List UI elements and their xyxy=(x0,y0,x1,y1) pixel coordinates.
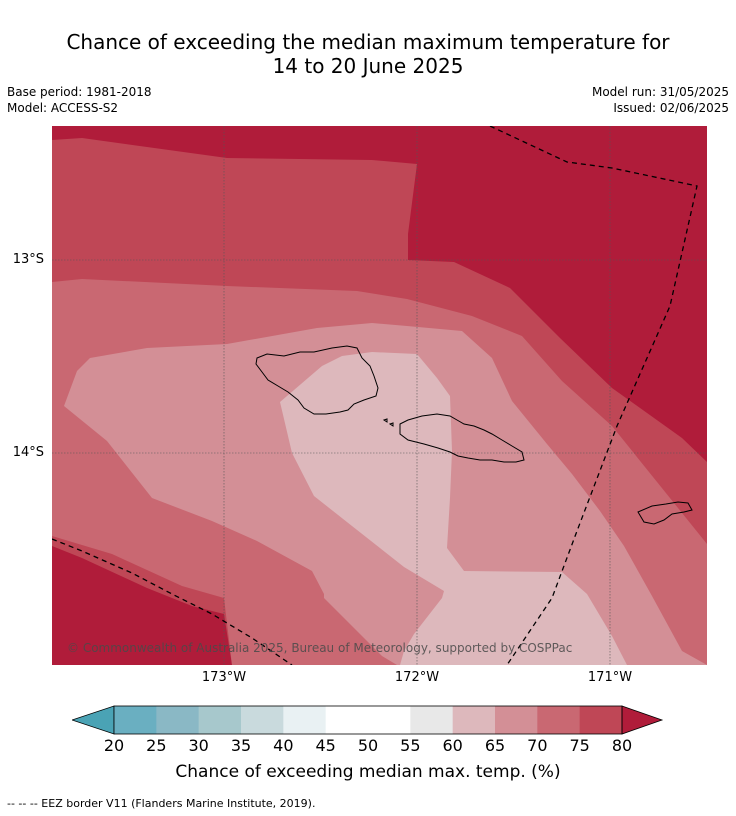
lon-label-172w: 172°W xyxy=(394,670,440,685)
colorbar-segment xyxy=(325,706,369,734)
island-manono xyxy=(382,418,388,423)
colorbar-title: Chance of exceeding median max. temp. (%… xyxy=(175,762,561,782)
colorbar-segment xyxy=(368,706,411,734)
island-savaii xyxy=(255,345,379,415)
colorbar-extend-high xyxy=(621,705,664,735)
meta-right: Model run: 31/05/2025 Issued: 02/06/2025 xyxy=(592,84,729,116)
colorbar-tick-label: 20 xyxy=(103,736,125,755)
island-tutuila xyxy=(637,501,693,525)
map-panel xyxy=(52,126,707,665)
lat-label-13s: 13°S xyxy=(12,252,44,267)
colorbar-segment xyxy=(114,706,157,734)
lon-label-171w: 171°W xyxy=(587,670,633,685)
island-apolima xyxy=(388,422,394,427)
colorbar-segment xyxy=(579,706,623,734)
colorbar-extend-low xyxy=(72,705,115,735)
copyright-notice: © Commonwealth of Australia 2025, Bureau… xyxy=(67,641,573,655)
map-title: Chance of exceeding the median maximum t… xyxy=(0,30,736,78)
colorbar-segment xyxy=(198,706,242,734)
colorbar-tick-label: 70 xyxy=(527,736,548,755)
colorbar-tick-label: 75 xyxy=(569,736,590,755)
colorbar-segment xyxy=(156,706,200,734)
colorbar-segment xyxy=(241,706,284,734)
graticule xyxy=(52,126,707,665)
colorbar-frame xyxy=(113,705,623,735)
eez-border xyxy=(52,126,698,665)
colorbar-tick-label: 50 xyxy=(357,736,379,755)
colorbar-segment xyxy=(410,706,454,734)
island-upolu xyxy=(399,413,525,463)
colorbar-tick-label: 40 xyxy=(273,736,294,755)
lat-label-14s: 14°S xyxy=(12,445,44,460)
colorbar-tick-label: 55 xyxy=(400,736,421,755)
title-line-2: 14 to 20 June 2025 xyxy=(272,54,464,78)
colorbar-tick-label: 25 xyxy=(146,736,167,755)
colorbar-tick-label: 45 xyxy=(315,736,336,755)
colorbar-tick-label: 30 xyxy=(188,736,209,755)
colorbar-segment xyxy=(495,706,538,734)
colorbar-segment xyxy=(452,706,496,734)
colorbar-tick-label: 65 xyxy=(484,736,506,755)
zone-60 xyxy=(280,352,627,665)
colorbar-segments xyxy=(72,705,664,735)
lon-label-173w: 173°W xyxy=(201,670,247,685)
base-period: Base period: 1981-2018 xyxy=(7,85,152,99)
colorbar-tick-label: 80 xyxy=(611,736,633,755)
map-svg xyxy=(52,126,707,665)
model-run: Model run: 31/05/2025 xyxy=(591,85,729,99)
colorbar-segment xyxy=(537,706,581,734)
eez-line-right xyxy=(489,126,698,665)
model-name: Model: ACCESS-S2 xyxy=(7,101,119,115)
colorbar-segment xyxy=(283,706,327,734)
colorbar xyxy=(72,705,664,735)
eez-footnote: -- -- -- EEZ border V11 (Flanders Marine… xyxy=(7,797,316,810)
zone-80-top xyxy=(52,126,707,462)
colorbar-tick-label: 60 xyxy=(442,736,463,755)
title-line-1: Chance of exceeding the median maximum t… xyxy=(66,30,670,54)
issued-date: Issued: 02/06/2025 xyxy=(613,101,729,115)
islands xyxy=(255,345,693,525)
meta-left: Base period: 1981-2018 Model: ACCESS-S2 xyxy=(7,84,152,116)
colorbar-tick-label: 35 xyxy=(230,736,252,755)
zone-80-bottom xyxy=(52,546,232,665)
